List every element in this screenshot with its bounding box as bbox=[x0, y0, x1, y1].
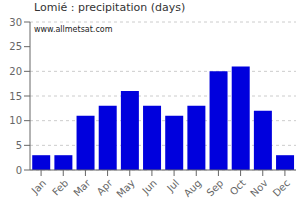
svg-text:20: 20 bbox=[9, 66, 22, 77]
svg-text:Jul: Jul bbox=[164, 177, 181, 194]
svg-text:0: 0 bbox=[16, 165, 22, 176]
svg-text:Feb: Feb bbox=[50, 177, 70, 197]
svg-text:Oct: Oct bbox=[228, 177, 248, 197]
svg-text:Jun: Jun bbox=[139, 177, 159, 197]
svg-text:Sep: Sep bbox=[204, 177, 225, 198]
svg-text:Nov: Nov bbox=[248, 177, 270, 199]
html-text:www.allmetsat.com: www.allmetsat.com bbox=[34, 25, 113, 34]
html-text:Lomié : precipitation (days): Lomié : precipitation (days) bbox=[34, 1, 186, 14]
svg-text:25: 25 bbox=[9, 41, 22, 52]
svg-text:30: 30 bbox=[9, 17, 22, 28]
svg-text:Apr: Apr bbox=[95, 177, 116, 198]
svg-text:May: May bbox=[114, 177, 136, 199]
svg-text:Aug: Aug bbox=[182, 177, 204, 199]
svg-text:Mar: Mar bbox=[71, 177, 93, 199]
svg-text:5: 5 bbox=[16, 140, 22, 151]
svg-text:10: 10 bbox=[9, 115, 22, 126]
svg-text:Dec: Dec bbox=[271, 177, 292, 198]
svg-text:15: 15 bbox=[9, 91, 22, 102]
svg-text:Jan: Jan bbox=[29, 177, 48, 196]
